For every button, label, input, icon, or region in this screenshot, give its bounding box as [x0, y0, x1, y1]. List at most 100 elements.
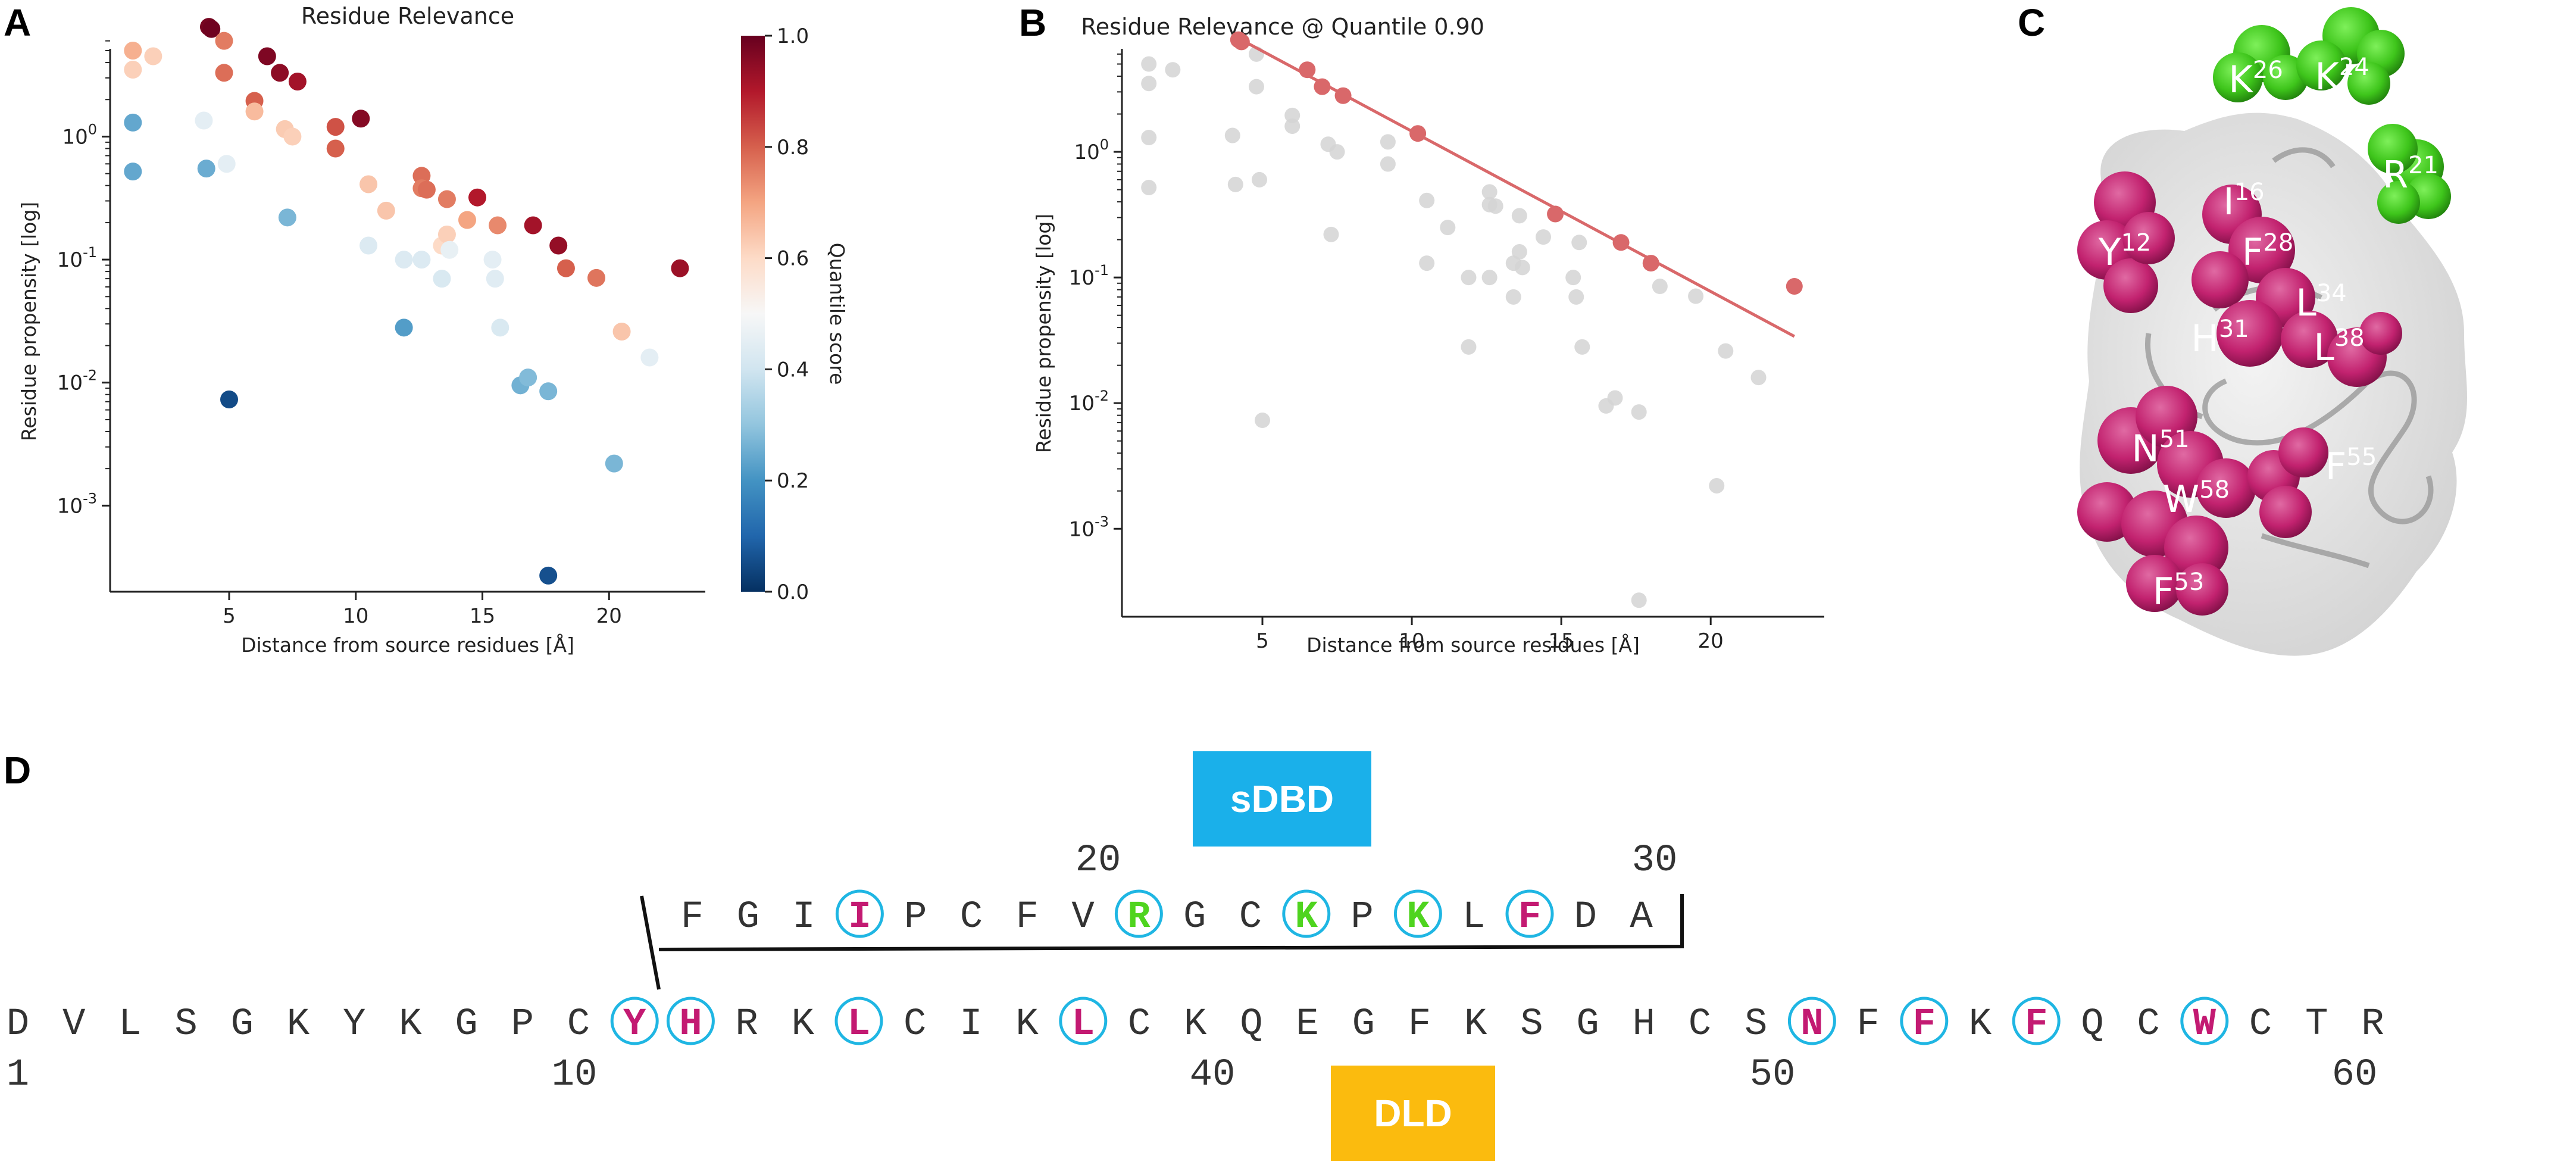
background-point	[1248, 79, 1264, 95]
top-highlight-ring	[1505, 889, 1554, 938]
top-highlight-ring	[1114, 889, 1163, 938]
background-point	[1511, 208, 1527, 224]
bottom-highlight-ring	[666, 997, 715, 1045]
bottom-residue: C	[567, 1003, 590, 1046]
x-tick-label: 15	[470, 604, 495, 628]
bottom-residue: K	[399, 1003, 422, 1046]
bottom-residue: H	[679, 1003, 702, 1046]
data-point	[468, 188, 487, 207]
background-point	[1461, 270, 1477, 286]
data-point	[144, 47, 162, 65]
bottom-residue: G	[1352, 1003, 1375, 1046]
background-point	[1380, 156, 1396, 172]
background-point	[1505, 289, 1521, 305]
panel-letter-c: C	[2018, 1, 2046, 44]
highlighted-point	[1233, 33, 1250, 51]
panel-letter-d: D	[4, 749, 32, 792]
top-highlight-ring	[1393, 889, 1442, 938]
green-residue-clusters	[2213, 7, 2451, 224]
data-point	[245, 102, 264, 121]
y-tick-label: 100	[1074, 136, 1109, 164]
top-residue: G	[1183, 896, 1206, 939]
highlighted-point	[1786, 278, 1803, 295]
bottom-residue: Y	[623, 1003, 646, 1046]
bottom-residue: G	[455, 1003, 477, 1046]
background-point	[1487, 198, 1503, 214]
data-point	[352, 110, 370, 128]
top-residue: F	[681, 896, 704, 939]
bottom-residue: F	[1856, 1003, 1879, 1046]
y-tick-label: 10-3	[57, 490, 97, 518]
y-tick-label: 10-2	[1069, 388, 1109, 416]
residue-label: F28	[2242, 229, 2294, 274]
colorbar-tick-label: 0.6	[777, 247, 809, 271]
top-residue: G	[737, 896, 759, 939]
bottom-highlight-ring	[1787, 997, 1836, 1045]
data-point	[412, 167, 431, 185]
x-tick-label: 15	[1548, 629, 1574, 653]
bottom-highlight-ring	[1059, 997, 1108, 1045]
sequence-bracket-top	[658, 894, 1684, 951]
highlighted-point	[1299, 61, 1316, 79]
bottom-residue: N	[1800, 1003, 1823, 1046]
x-tick-label: 5	[223, 604, 236, 628]
background-point	[1511, 244, 1527, 260]
data-point	[124, 42, 142, 60]
top-residue: D	[1574, 896, 1597, 939]
data-point	[412, 251, 431, 269]
data-point	[283, 127, 302, 146]
top-highlight-ring	[1282, 889, 1331, 938]
bottom-residue: Q	[1240, 1003, 1262, 1046]
data-point	[433, 270, 451, 288]
data-point	[359, 175, 378, 193]
background-point	[1750, 370, 1767, 386]
bottom-highlight-ring	[2180, 997, 2229, 1045]
data-point	[557, 259, 575, 277]
background-point	[1536, 229, 1551, 245]
bottom-residue: F	[2025, 1003, 2047, 1046]
chart-b-xlabel: Distance from source residues [Å]	[1306, 633, 1640, 657]
background-point	[1481, 270, 1498, 286]
data-point	[217, 155, 236, 173]
sequence-number-bottom: 10	[552, 1054, 598, 1097]
top-residue: C	[1239, 896, 1262, 939]
y-tick-label: 100	[62, 121, 97, 149]
bottom-residue: C	[1689, 1003, 1711, 1046]
data-point	[437, 225, 456, 243]
sequence-number-top: 30	[1632, 839, 1678, 882]
data-point	[124, 61, 142, 79]
data-point	[326, 139, 345, 158]
sequence-bracket	[640, 895, 661, 990]
top-residue: A	[1630, 896, 1653, 939]
highlighted-point	[1642, 255, 1659, 272]
bottom-residue: H	[1633, 1003, 1655, 1046]
data-point	[124, 163, 142, 181]
data-point	[258, 47, 276, 65]
y-tick-label: 10-1	[57, 244, 97, 272]
bottom-residue: S	[174, 1003, 197, 1046]
data-point	[489, 216, 507, 235]
bottom-residue: L	[1072, 1003, 1095, 1046]
highlighted-point	[1612, 234, 1630, 251]
background-point	[1718, 343, 1734, 359]
top-residue: I	[848, 896, 871, 939]
data-point	[271, 64, 289, 82]
data-point	[539, 566, 558, 585]
chart-b-scatter: Residue Relevance @ Quantile 0.90 5 10 15 2…	[1032, 14, 1824, 657]
chart-a-xlabel: Distance from source residues [Å]	[241, 633, 574, 657]
data-point	[519, 368, 537, 387]
chart-a-title: Residue Relevance	[301, 3, 514, 29]
colorbar-tick-label: 0.2	[777, 469, 809, 493]
top-residue: K	[1406, 896, 1430, 939]
data-point	[612, 322, 631, 341]
data-point	[539, 382, 558, 401]
bottom-residue: K	[1464, 1003, 1487, 1046]
data-point	[483, 251, 502, 269]
background-point	[1461, 339, 1477, 355]
highlighted-point	[1547, 205, 1564, 223]
top-residue: R	[1127, 896, 1151, 939]
top-residue: C	[960, 896, 983, 939]
bottom-residue: D	[7, 1003, 29, 1046]
